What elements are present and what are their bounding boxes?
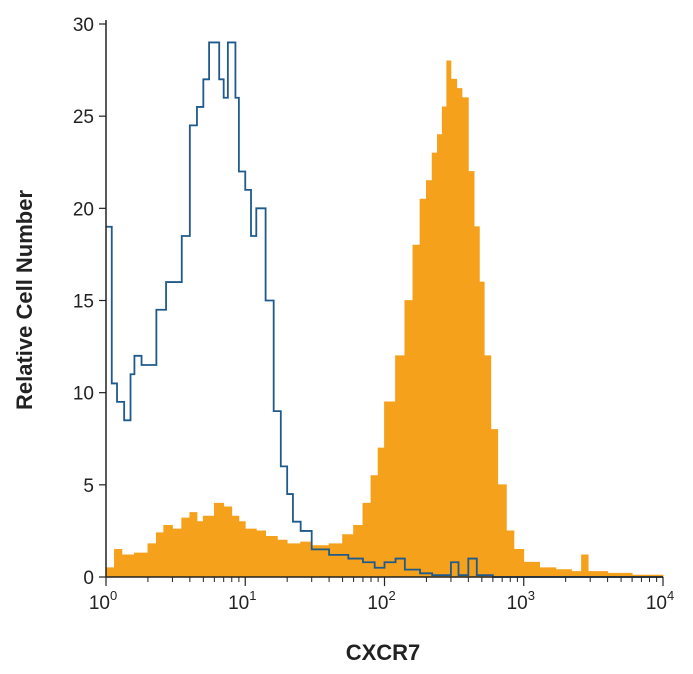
y-tick-label: 20 (73, 199, 94, 220)
y-tick-label: 25 (73, 107, 94, 128)
x-tick-label: 103 (507, 588, 535, 614)
plot-area (105, 41, 664, 578)
series-outline-histogram (106, 41, 663, 578)
y-tick-label: 5 (83, 476, 94, 497)
x-tick-label: 102 (367, 588, 395, 614)
series-filled-histogram (105, 60, 664, 578)
y-axis-title: Relative Cell Number (12, 190, 37, 411)
y-tick-label: 10 (73, 384, 94, 405)
x-tick-label: 101 (228, 588, 256, 614)
x-axis-title: CXCR7 (346, 640, 421, 665)
x-tick-label: 104 (646, 588, 674, 614)
x-tick-label: 100 (89, 588, 117, 614)
y-tick-label: 15 (73, 292, 94, 313)
y-tick-label: 30 (73, 15, 94, 36)
axes: 0 5 10 15 20 25 30 100 101 102 103 104 (73, 15, 674, 614)
y-tick-label: 0 (83, 568, 94, 589)
